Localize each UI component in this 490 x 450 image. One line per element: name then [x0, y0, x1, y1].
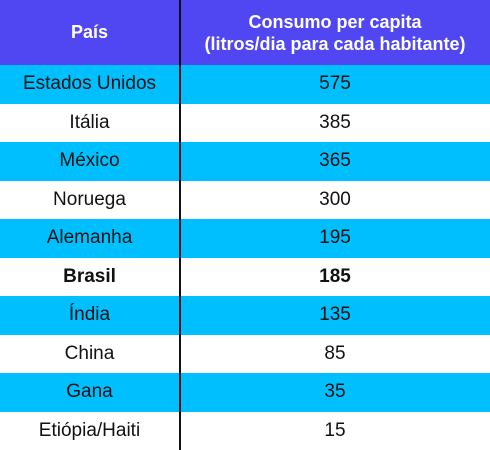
consumption-value-cell: 385	[319, 111, 351, 133]
table-row: Noruega 300	[0, 180, 490, 219]
country-cell: Gana	[66, 381, 113, 403]
consumption-value-cell: 185	[319, 265, 351, 287]
country-cell: Brasil	[63, 265, 116, 287]
consumption-header-line-2: (litros/dia para cada habitante)	[204, 33, 466, 54]
table-row: México 365	[0, 142, 490, 181]
column-header-country: País	[0, 0, 179, 65]
column-header-consumption: Consumo per capita (litros/dia para cada…	[180, 0, 490, 65]
country-cell: Etiópia/Haiti	[38, 419, 141, 441]
table-body: Estados Unidos 575 Itália 385 México 365 Norue…	[0, 65, 490, 450]
table-row: Alemanha 195	[0, 219, 490, 258]
consumption-value-cell: 135	[319, 304, 351, 326]
consumption-value-cell: 575	[319, 73, 351, 95]
table-row: China 85	[0, 334, 490, 373]
consumption-value-cell: 35	[324, 381, 346, 403]
table-header: País Consumo per capita (litros/dia para…	[0, 0, 490, 65]
consumption-header-line-1: Consumo per capita	[248, 11, 422, 32]
table-row: Itália 385	[0, 103, 490, 142]
country-cell: Estados Unidos	[22, 73, 157, 95]
table-row: Brasil 185	[0, 257, 490, 296]
consumption-value-cell: 195	[319, 227, 351, 249]
country-cell: Itália	[69, 111, 110, 133]
country-cell: Noruega	[53, 188, 126, 210]
table-row: Gana 35	[0, 373, 490, 412]
consumption-value-cell: 15	[324, 419, 346, 441]
column-divider	[179, 0, 181, 450]
country-cell: Índia	[68, 304, 111, 326]
country-cell: México	[59, 150, 120, 172]
consumption-value-cell: 300	[319, 188, 351, 210]
consumption-value-cell: 365	[319, 150, 351, 172]
country-header-label: País	[70, 22, 109, 42]
consumption-value-cell: 85	[324, 342, 346, 364]
table-row: Índia 135	[0, 296, 490, 335]
country-cell: China	[64, 342, 115, 364]
table-row: Estados Unidos 575	[0, 65, 490, 104]
table-row: Etiópia/Haiti 15	[0, 411, 490, 450]
country-cell: Alemanha	[46, 227, 133, 249]
